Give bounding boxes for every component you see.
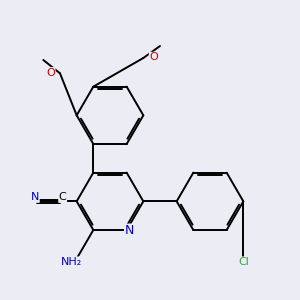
Text: NH₂: NH₂ xyxy=(61,257,82,267)
Text: C: C xyxy=(59,192,67,202)
Text: N: N xyxy=(124,224,134,237)
Text: O: O xyxy=(46,68,55,78)
Text: Cl: Cl xyxy=(238,257,249,267)
Text: O: O xyxy=(149,52,158,62)
Text: N: N xyxy=(31,192,39,202)
